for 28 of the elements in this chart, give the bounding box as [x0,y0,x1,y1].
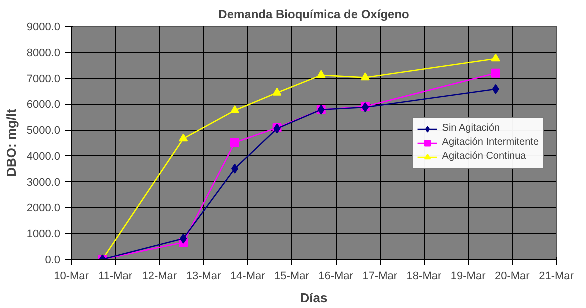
x-tick-label: 20-Mar [494,270,530,282]
x-tick-label: 15-Mar [274,270,310,282]
legend-label: Agitación Intermitente [442,136,539,150]
y-axis-title: DBO: mg/lt [4,108,19,177]
y-tick-label: 0.0 [45,254,61,266]
y-tick-label: 5000.0 [26,125,61,138]
x-tick-label: 12-Mar [142,270,178,282]
y-tick-label: 7000.0 [26,73,61,86]
x-tick-label: 11-Mar [98,270,133,282]
x-tick-label: 19-Mar [450,270,486,282]
y-tick-label: 4000.0 [26,150,61,163]
legend-label: Sin Agitación [442,122,500,136]
x-tick-label: 10-Mar [54,270,90,282]
y-tick-label: 8000.0 [26,47,61,60]
y-tick-label: 6000.0 [26,99,61,112]
x-axis-title: Días [300,290,328,306]
chart-title: Demanda Bioquímica de Oxígeno [218,8,410,22]
x-tick-label: 16-Mar [318,270,354,282]
x-tick-label: 17-Mar [362,270,398,282]
y-tick-label: 3000.0 [26,176,61,189]
x-tick-label: 18-Mar [406,270,442,282]
y-tick-label: 1000.0 [26,228,61,241]
legend-label: Agitación Continua [442,150,526,164]
x-tick-label: 14-Mar [230,270,266,282]
y-tick-label: 2000.0 [26,202,61,215]
x-tick-label: 13-Mar [186,270,222,282]
y-tick-label: 9000.0 [26,22,61,34]
x-tick-label: 21-Mar [539,270,574,282]
